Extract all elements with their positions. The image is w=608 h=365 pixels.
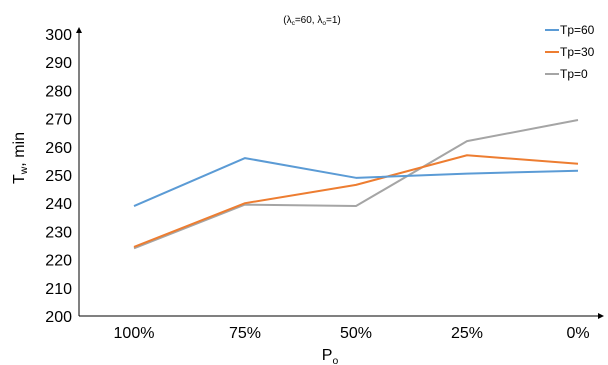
x-tick-label: 25%: [451, 325, 483, 342]
y-tick-label: 240: [45, 196, 72, 213]
legend-label: Tp=60: [560, 23, 595, 37]
y-axis-arrowhead: [76, 27, 82, 33]
chart-title: (λc=60, λo=1): [283, 15, 340, 27]
y-tick-label: 260: [45, 140, 72, 157]
y-tick-label: 220: [45, 253, 72, 270]
y-tick-label: 230: [45, 224, 72, 241]
y-axis-tick-labels: 200 210 220 230 240 250 260 270 280 290 300: [45, 27, 72, 326]
y-axis-title: Tw, min: [11, 132, 30, 184]
legend-label: Tp=30: [560, 45, 595, 59]
x-tick-label: 75%: [229, 325, 261, 342]
legend-label: Tp=0: [560, 67, 588, 81]
y-tick-label: 250: [45, 168, 72, 185]
y-tick-label: 290: [45, 55, 72, 72]
y-tick-label: 300: [45, 27, 72, 44]
y-tick-label: 200: [45, 309, 72, 326]
x-tick-label: 0%: [566, 325, 589, 342]
legend: Tp=60 Tp=30 Tp=0: [545, 23, 595, 81]
y-tick-label: 280: [45, 83, 72, 100]
series-line-tp-60: [133, 157, 579, 207]
series-lines: [133, 119, 579, 250]
x-axis-arrowhead: [598, 313, 604, 319]
y-tick-label: 210: [45, 281, 72, 298]
series-line-tp-0: [133, 119, 579, 250]
x-tick-label: 50%: [340, 325, 372, 342]
x-axis-tick-labels: 100% 75% 50% 25% 0%: [114, 325, 590, 342]
x-tick-label: 100%: [114, 325, 155, 342]
x-axis-title: Po: [322, 347, 339, 365]
y-tick-label: 270: [45, 112, 72, 129]
series-line-tp-30: [133, 154, 579, 248]
